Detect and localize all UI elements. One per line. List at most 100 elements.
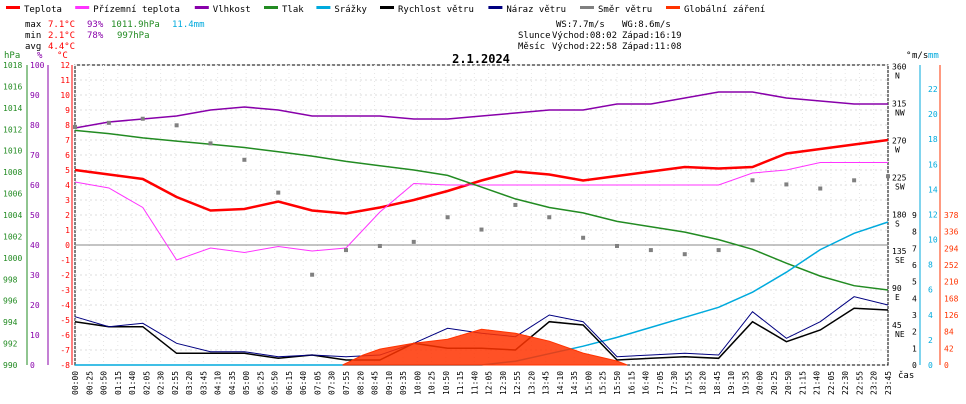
dir-card-0: N: [895, 72, 900, 81]
c-tick-14: -2: [60, 271, 70, 280]
dir-card-5: SE: [895, 256, 905, 265]
legend-label-0: Teplota: [24, 5, 62, 15]
mm-tick-1: 20: [928, 110, 938, 119]
x-tick-29: 12:05: [485, 371, 494, 395]
series-line-0: [74, 138, 889, 215]
rad-tick-9: 0: [944, 361, 949, 370]
x-tick-15: 06:15: [285, 371, 294, 395]
x-tick-39: 16:15: [627, 371, 636, 395]
wind-dir-point: [581, 235, 586, 240]
right-axes: 360N315NW270W225SW180S135SE90E45NE987654…: [892, 63, 959, 371]
rad-tick-1: 336: [944, 228, 959, 237]
pct-tick-10: 0: [30, 361, 35, 370]
stats-block: max 7.1°C 93% 1011.9hPa 11.4mm min 2.1°C…: [25, 20, 205, 52]
rad-tick-0: 378: [944, 211, 959, 220]
ms-tick-8: 1: [912, 344, 917, 353]
dir-tick-4: 180: [892, 210, 907, 219]
legend-swatch-6: [488, 6, 503, 9]
stats-min-label: min: [25, 31, 41, 41]
legend-swatch-4: [316, 6, 331, 9]
ms-tick-7: 2: [912, 328, 917, 337]
x-tick-22: 09:10: [385, 371, 394, 395]
rad-tick-6: 126: [944, 311, 959, 320]
hpa-tick-13: 992: [3, 340, 18, 349]
hpa-tick-7: 1004: [3, 211, 22, 220]
wind-dir-point: [784, 182, 789, 187]
x-tick-8: 03:20: [185, 371, 194, 395]
rad-tick-4: 210: [944, 278, 959, 287]
dir-card-3: SW: [895, 182, 905, 191]
mm-tick-8: 6: [928, 286, 933, 295]
legend: Teplota Přízemní teplota Vlhkost Tlak Srážky…: [6, 5, 765, 15]
hpa-tick-4: 1010: [3, 147, 22, 156]
x-tick-25: 10:25: [428, 371, 437, 395]
mm-tick-9: 4: [928, 311, 933, 320]
x-tick-51: 21:15: [798, 371, 807, 395]
stats-max-press: 1011.9hPa: [111, 20, 160, 30]
mm-tick-4: 14: [928, 185, 938, 194]
info-moon-set: Západ:11:08: [622, 42, 682, 52]
wind-dir-point: [445, 215, 450, 220]
legend-label-4: Srážky: [334, 5, 367, 15]
dir-tick-2: 270: [892, 136, 907, 145]
legend-label-6: Náraz větru: [506, 5, 566, 15]
wind-dir-point: [276, 190, 281, 195]
pct-tick-3: 70: [30, 151, 40, 160]
series-line-2: [74, 91, 888, 129]
mm-tick-11: 0: [928, 361, 933, 370]
stats-min-hum: 78%: [87, 31, 104, 41]
info-moon-rise: Východ:22:58: [552, 42, 617, 52]
hpa-tick-2: 1014: [3, 104, 22, 113]
x-tick-52: 21:40: [813, 371, 822, 395]
x-tick-23: 09:35: [399, 371, 408, 395]
x-tick-17: 07:05: [313, 371, 322, 395]
legend-swatch-1: [75, 6, 90, 9]
hpa-tick-0: 1018: [3, 61, 22, 70]
wind-dir-point: [242, 157, 247, 162]
x-tick-27: 11:15: [456, 371, 465, 395]
x-tick-4: 01:40: [128, 371, 137, 395]
wind-dir-point: [479, 227, 484, 232]
x-tick-36: 15:00: [584, 371, 593, 395]
hpa-tick-10: 998: [3, 275, 18, 284]
x-tick-43: 17:55: [684, 371, 693, 395]
x-tick-55: 22:55: [855, 371, 864, 395]
x-tick-16: 06:40: [299, 371, 308, 395]
pct-tick-0: 100: [30, 61, 45, 70]
c-tick-1: 11: [60, 76, 70, 85]
dir-tick-5: 135: [892, 247, 907, 256]
x-tick-47: 19:35: [741, 371, 750, 395]
x-tick-41: 17:05: [656, 371, 665, 395]
wind-dir-point: [615, 243, 619, 248]
c-tick-3: 9: [65, 106, 70, 115]
wind-dir-point: [411, 239, 416, 244]
x-tick-11: 04:35: [228, 371, 237, 395]
x-tick-14: 05:50: [271, 371, 280, 395]
rad-tick-7: 84: [944, 328, 954, 337]
c-tick-7: 5: [65, 166, 70, 175]
x-tick-35: 14:35: [570, 371, 579, 395]
legend-swatch-8: [666, 6, 680, 9]
x-tick-45: 18:45: [713, 371, 722, 395]
c-tick-9: 3: [65, 196, 70, 205]
legend-swatch-0: [6, 6, 20, 9]
wind-dir-point: [377, 243, 382, 248]
dir-card-6: E: [895, 293, 900, 302]
c-tick-2: 10: [60, 91, 70, 100]
series-layer: [73, 91, 890, 366]
hpa-tick-6: 1006: [3, 190, 22, 199]
wind-dir-point: [886, 174, 890, 179]
stats-avg-label: avg: [25, 42, 41, 52]
wind-dir-point: [547, 215, 552, 220]
pct-tick-6: 40: [30, 241, 40, 250]
c-tick-18: -6: [60, 331, 70, 340]
wind-dir-point: [174, 123, 179, 128]
left-axes: 1018101610141012101010081006100410021000…: [3, 61, 73, 370]
legend-label-7: Směr větru: [598, 5, 652, 15]
c-tick-15: -3: [60, 286, 70, 295]
x-tick-28: 11:40: [470, 371, 479, 395]
x-tick-42: 17:30: [670, 371, 679, 395]
x-axis: 00:00 00:25 00:50 01:15 01:40 02:05 02:30 02:55…: [71, 371, 893, 395]
x-tick-19: 07:55: [342, 371, 351, 395]
hpa-unit: hPa: [4, 51, 20, 61]
